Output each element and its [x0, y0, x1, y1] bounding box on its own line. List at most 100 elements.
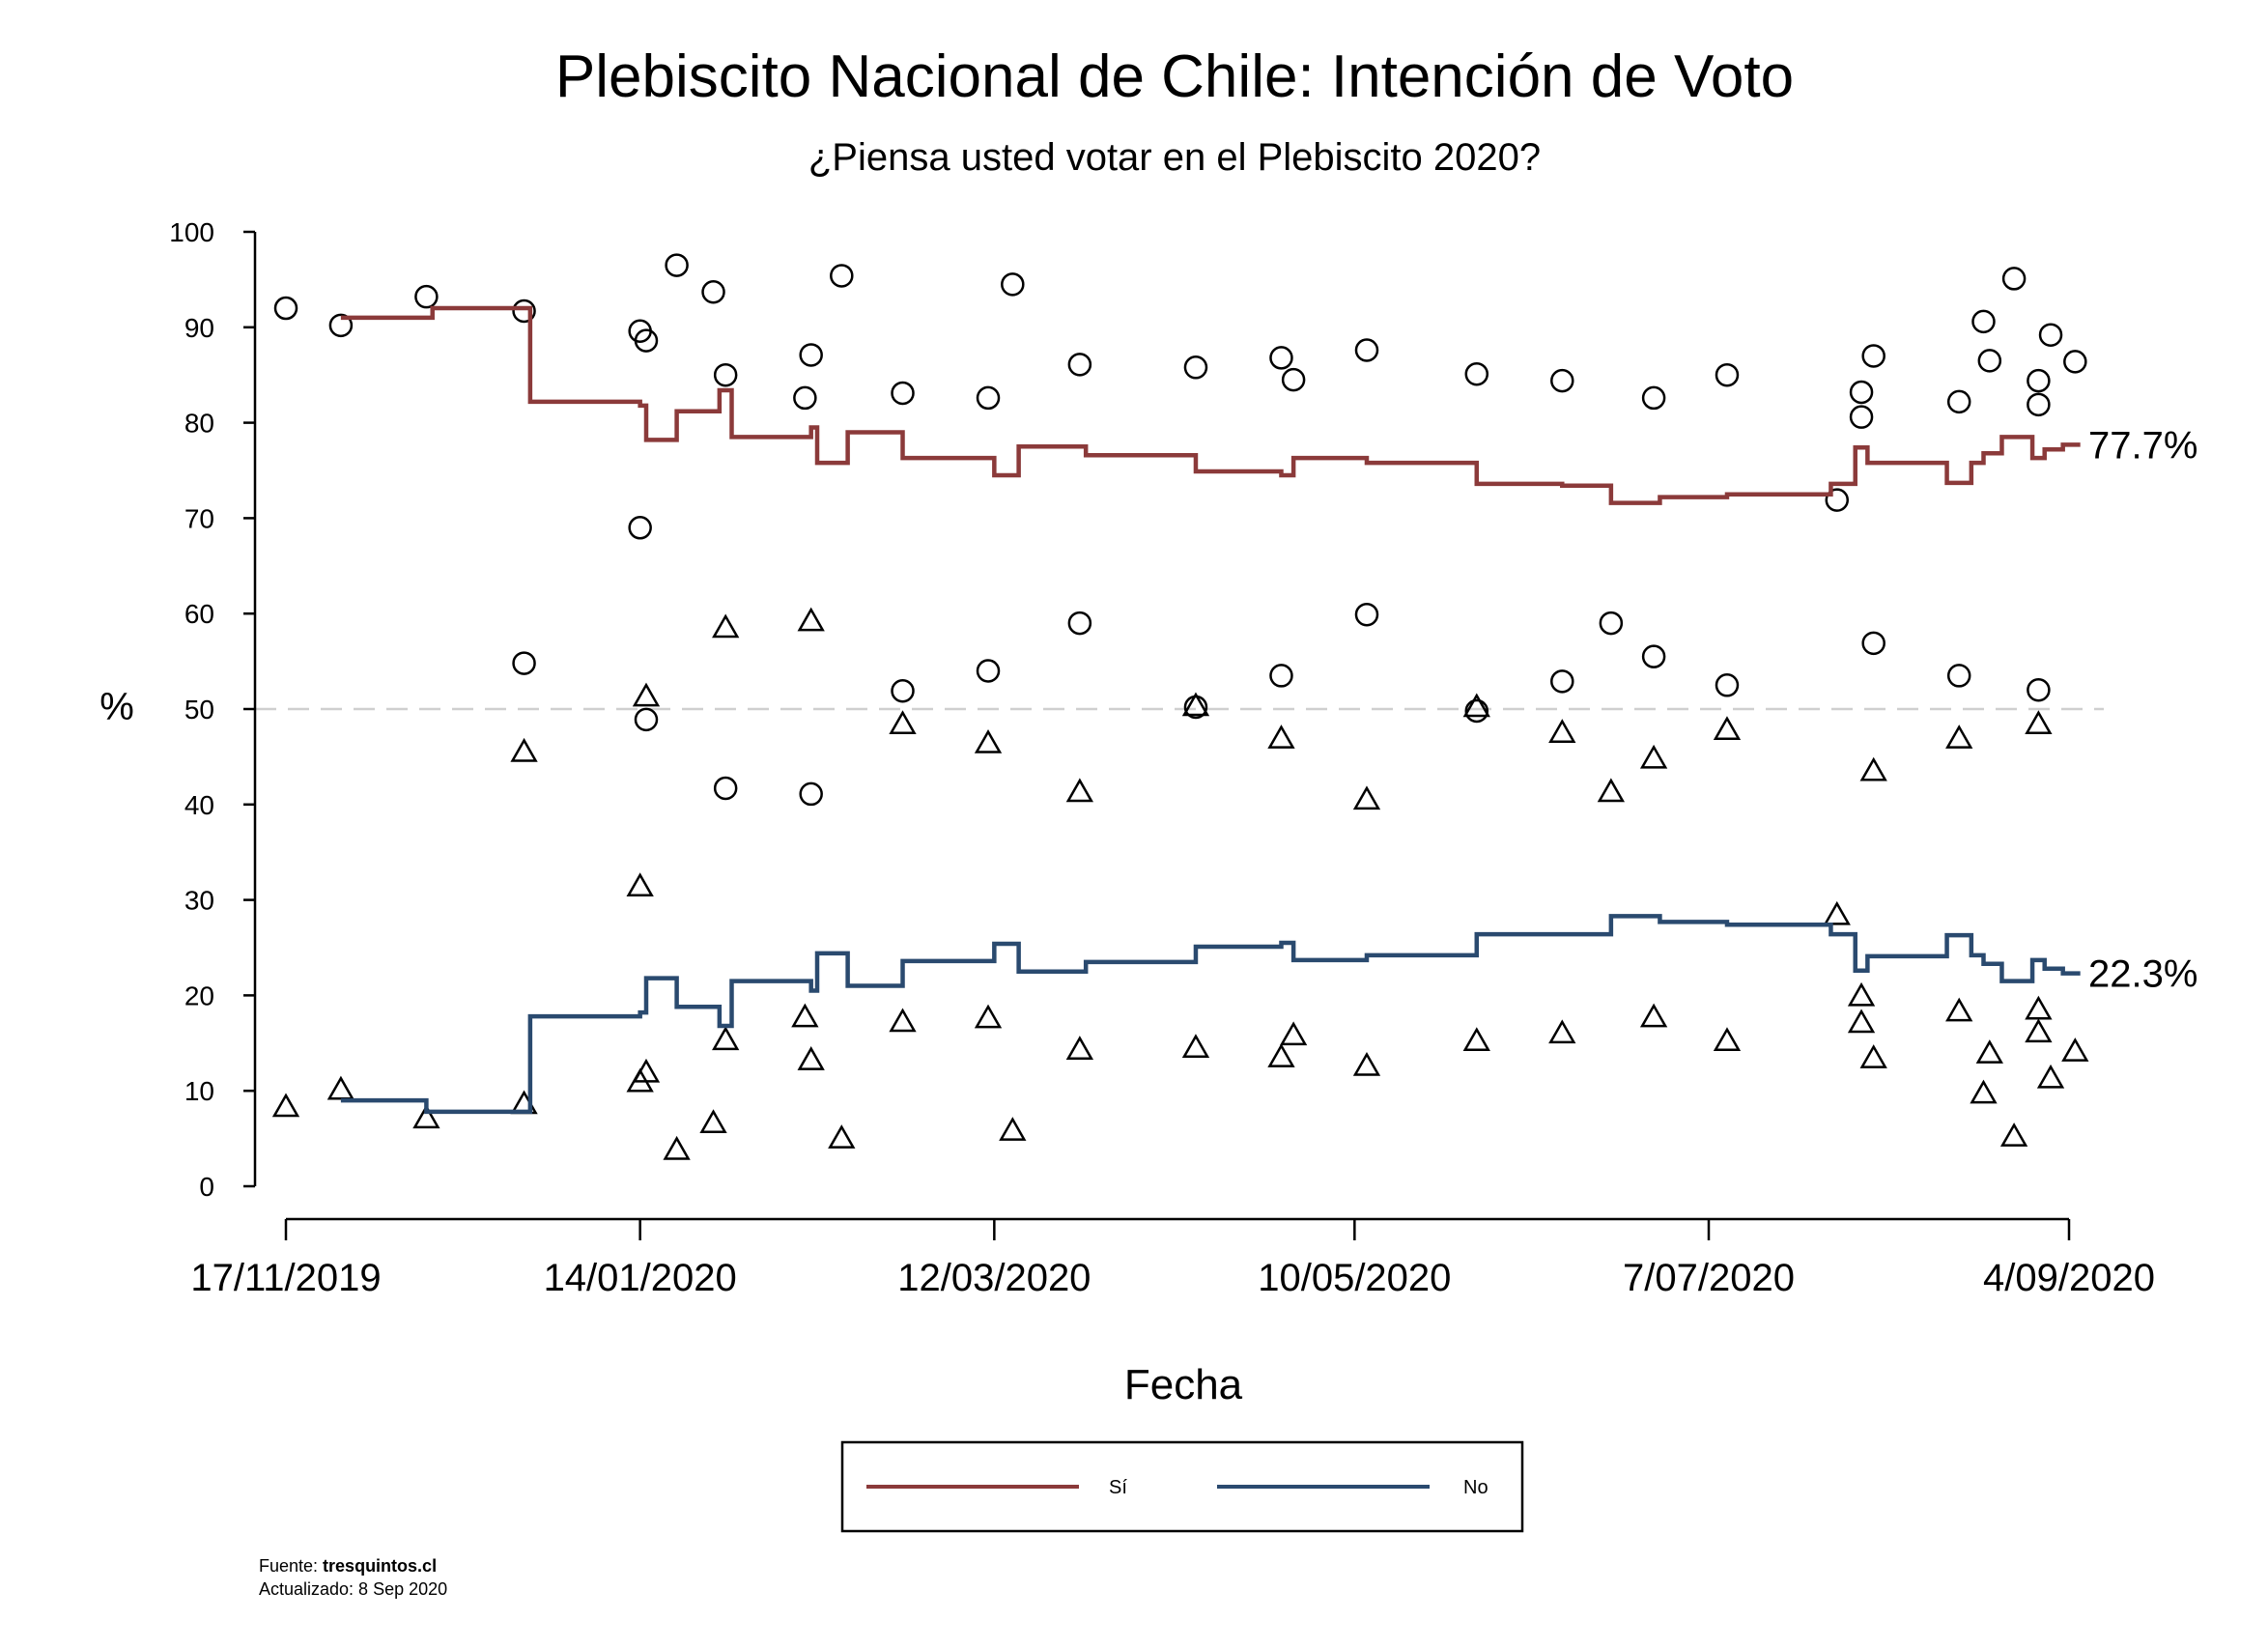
- si-poll-point: [2027, 368, 2051, 393]
- si-poll-point: [1269, 346, 1293, 370]
- si-poll-point: [891, 678, 915, 703]
- no-poll-point: [1639, 1003, 1668, 1028]
- si-poll-point: [1067, 611, 1092, 636]
- data-points: [271, 253, 2089, 1160]
- no-poll-point: [510, 737, 538, 762]
- si-poll-point: [1715, 362, 1740, 387]
- no-poll-point: [1713, 716, 1742, 740]
- no-poll-point: [1713, 1027, 1742, 1052]
- no-poll-point: [1462, 693, 1490, 718]
- no-poll-point: [1548, 719, 1576, 743]
- y-tick-label: 50: [184, 695, 214, 725]
- si-poll-point: [2027, 392, 2051, 417]
- si-trend-line: [340, 305, 2081, 505]
- si-poll-point: [1281, 367, 1306, 392]
- no-poll-point: [699, 1109, 727, 1134]
- no-poll-point: [1847, 1009, 1876, 1034]
- no-poll-point: [1181, 692, 1210, 717]
- x-tick-label: 12/03/2020: [897, 1257, 1091, 1299]
- no-poll-point: [1267, 1043, 1295, 1067]
- si-poll-point: [976, 659, 1001, 683]
- no-poll-point: [1597, 778, 1626, 803]
- si-poll-point: [1946, 389, 1971, 414]
- y-tick-label: 100: [169, 217, 214, 247]
- no-poll-point: [1352, 785, 1381, 810]
- x-axis-label: Fecha: [1124, 1361, 1243, 1408]
- x-axis: 17/11/2019 14/01/2020 12/03/2020 10/05/2020…: [190, 1217, 2155, 1299]
- si-poll-point: [2038, 323, 2063, 347]
- no-poll-point: [2061, 1037, 2089, 1062]
- no-poll-point: [632, 682, 661, 707]
- si-poll-point: [713, 362, 738, 387]
- no-poll-point: [1548, 1019, 1576, 1044]
- x-tick-label: 14/01/2020: [544, 1257, 737, 1299]
- no-poll-point: [1462, 1027, 1490, 1052]
- si-poll-point: [1861, 631, 1885, 656]
- no-poll-point: [1065, 778, 1094, 803]
- no-poll-point: [663, 1135, 691, 1160]
- no-poll-point: [1945, 997, 1973, 1022]
- no-poll-point: [1352, 1051, 1381, 1076]
- no-poll-point: [2025, 710, 2053, 735]
- si-poll-point: [976, 385, 1001, 411]
- no-poll-point: [1181, 1034, 1210, 1058]
- si-poll-point: [1641, 385, 1666, 411]
- si-poll-point: [1849, 405, 1874, 429]
- no-poll-point: [1267, 725, 1295, 749]
- no-poll-point: [2025, 995, 2053, 1020]
- y-tick-label: 0: [199, 1172, 214, 1202]
- si-poll-point: [799, 781, 823, 807]
- si-poll-point: [1067, 353, 1092, 377]
- no-poll-point: [1639, 744, 1668, 769]
- no-poll-point: [271, 1093, 300, 1118]
- x-tick-label: 7/07/2020: [1623, 1257, 1795, 1299]
- y-tick-label: 30: [184, 886, 214, 916]
- no-poll-point: [1999, 1122, 2028, 1147]
- si-poll-point: [793, 385, 817, 411]
- no-poll-point: [1859, 756, 1887, 781]
- no-poll-point: [712, 1026, 740, 1051]
- si-poll-point: [634, 328, 659, 353]
- y-tick-label: 40: [184, 790, 214, 820]
- no-poll-point: [632, 1058, 661, 1083]
- si-poll-point: [1946, 664, 1971, 688]
- legend: Sí No: [840, 1440, 1524, 1533]
- footer-source: Fuente: tresquintos.cl: [259, 1556, 437, 1576]
- no-poll-point: [974, 1004, 1003, 1029]
- si-end-label: 77.7%: [2088, 424, 2197, 467]
- no-poll-point: [626, 872, 654, 897]
- si-poll-point: [634, 707, 659, 732]
- si-poll-point: [1971, 309, 1996, 334]
- chart-subtitle: ¿Piensa usted votar en el Plebiscito 202…: [808, 136, 1541, 179]
- y-axis-label: %: [99, 686, 134, 728]
- no-poll-point: [999, 1117, 1027, 1141]
- si-poll-point: [2001, 267, 2027, 291]
- si-poll-point: [1550, 669, 1574, 694]
- si-poll-point: [713, 776, 738, 801]
- si-poll-point: [1550, 368, 1574, 393]
- no-poll-point: [1859, 1044, 1887, 1068]
- x-tick-label: 4/09/2020: [1983, 1257, 2155, 1299]
- no-trend-line: [340, 914, 2081, 1115]
- legend-label-si: Sí: [1109, 1477, 1127, 1498]
- si-poll-point: [273, 296, 298, 321]
- no-poll-point: [974, 729, 1003, 753]
- x-tick-label: 10/05/2020: [1258, 1257, 1451, 1299]
- no-poll-point: [1970, 1079, 1998, 1104]
- si-poll-point: [1861, 344, 1885, 368]
- no-poll-point: [1065, 1036, 1094, 1060]
- no-poll-point: [1279, 1021, 1308, 1046]
- no-poll-point: [889, 1008, 917, 1033]
- no-poll-point: [828, 1124, 856, 1149]
- end-labels: 77.7% 22.3%: [2088, 424, 2197, 995]
- si-poll-point: [891, 381, 915, 406]
- no-poll-point: [1975, 1039, 2003, 1064]
- si-poll-point: [1269, 664, 1293, 688]
- legend-box: [840, 1440, 1524, 1533]
- no-poll-point: [326, 1075, 355, 1100]
- si-poll-point: [328, 313, 354, 338]
- no-poll-point: [2036, 1064, 2065, 1089]
- y-tick-label: 10: [184, 1076, 214, 1106]
- y-tick-label: 70: [184, 503, 214, 533]
- no-poll-point: [1945, 725, 1973, 749]
